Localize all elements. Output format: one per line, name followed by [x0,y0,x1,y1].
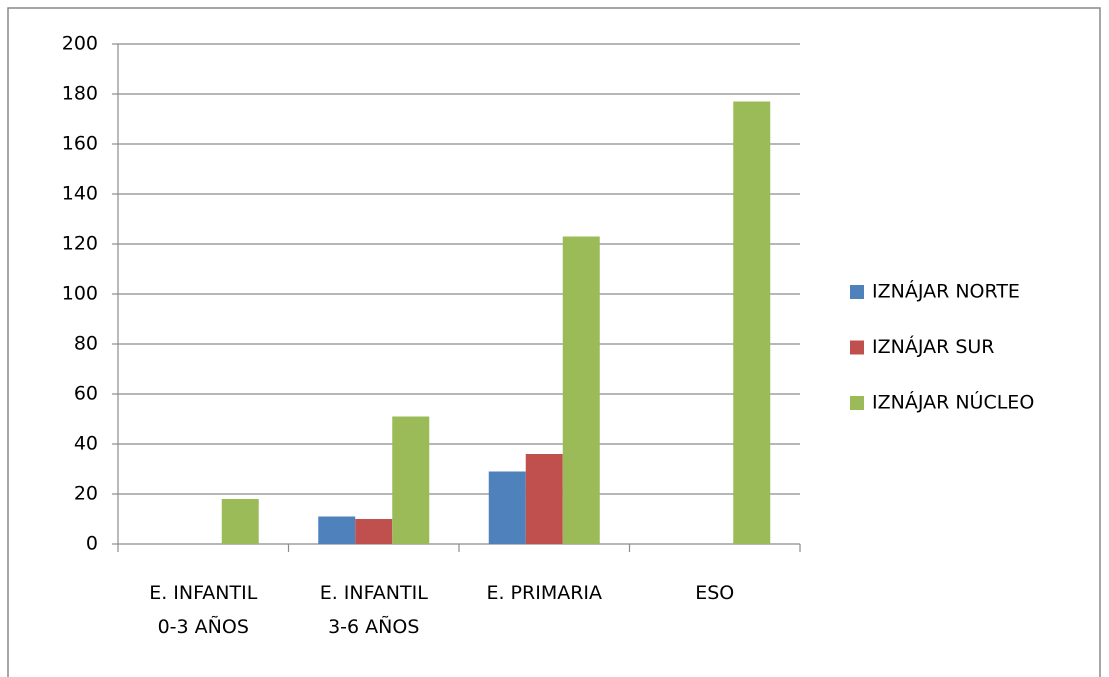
bar [525,454,563,544]
y-tick-label: 140 [62,183,98,205]
y-tick-label: 40 [74,433,98,455]
bar [562,236,600,544]
chart-frame [7,7,1101,677]
x-tick-label: E. INFANTIL 3-6 AÑOS [319,582,428,638]
y-tick-label: 180 [62,83,98,105]
y-tick-label: 120 [62,233,98,255]
bar [488,471,526,544]
bar [355,519,393,544]
bar [733,101,771,544]
x-tick-label: E. INFANTIL 0-3 AÑOS [149,582,258,638]
y-tick-label: 200 [62,33,98,55]
legend-label: IZNÁJAR NORTE [872,280,1020,303]
x-tick-label: ESO [695,582,735,604]
legend-swatch [850,396,864,410]
y-tick-label: 20 [74,483,98,505]
y-tick-label: 80 [74,333,98,355]
y-tick-label: 160 [62,133,98,155]
y-tick-label: 100 [62,283,98,305]
legend-swatch [850,285,864,299]
legend-swatch [850,340,864,355]
legend-label: IZNÁJAR SUR [872,335,995,358]
legend-label: IZNÁJAR NÚCLEO [872,390,1034,414]
bar [221,499,259,544]
bar [318,516,356,544]
y-tick-label: 60 [74,383,98,405]
y-tick-label: 0 [86,533,98,555]
x-tick-label: E. PRIMARIA [486,582,603,604]
bar [392,416,430,544]
